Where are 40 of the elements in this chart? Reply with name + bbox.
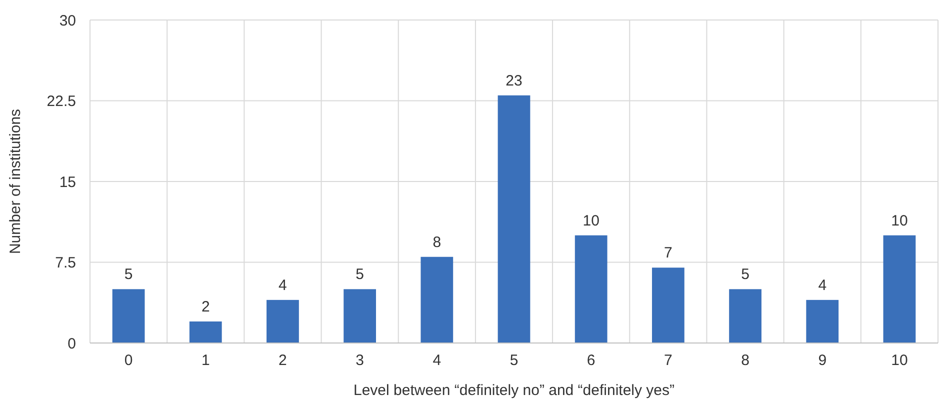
x-tick-label: 6 bbox=[586, 352, 596, 369]
data-label: 8 bbox=[432, 234, 442, 251]
x-tick-label: 2 bbox=[278, 352, 287, 369]
x-tick-label: 7 bbox=[664, 352, 672, 369]
x-tick-label: 1 bbox=[201, 352, 210, 369]
x-tick-label: 4 bbox=[432, 352, 442, 369]
y-tick-label: 22.5 bbox=[46, 93, 76, 110]
data-label: 10 bbox=[582, 212, 600, 230]
bar bbox=[112, 289, 145, 343]
y-tick-label: 7.5 bbox=[55, 254, 76, 272]
x-tick-label: 10 bbox=[891, 352, 908, 369]
y-tick-label: 15 bbox=[59, 174, 76, 191]
data-label: 5 bbox=[124, 266, 133, 284]
bar bbox=[729, 289, 762, 343]
x-tick-label: 8 bbox=[741, 352, 750, 369]
data-label: 7 bbox=[664, 244, 672, 262]
y-axis-title: Number of institutions bbox=[7, 108, 24, 254]
bar bbox=[652, 268, 684, 343]
data-label: 2 bbox=[201, 298, 210, 316]
bar bbox=[498, 95, 530, 343]
y-tick-label: 30 bbox=[59, 12, 76, 30]
bar bbox=[189, 321, 222, 343]
data-label: 23 bbox=[506, 72, 522, 90]
x-axis-title: Level between “definitely no” and “definitely yes” bbox=[353, 382, 675, 399]
x-tick-label: 9 bbox=[818, 352, 827, 369]
y-tick-label: 0 bbox=[68, 335, 76, 352]
bar bbox=[883, 235, 916, 343]
data-label: 4 bbox=[818, 276, 827, 294]
bar bbox=[806, 300, 839, 343]
data-label: 4 bbox=[278, 276, 287, 294]
x-tick-label: 0 bbox=[124, 352, 133, 369]
x-tick-label: 3 bbox=[356, 352, 364, 369]
data-label: 10 bbox=[891, 212, 908, 230]
bar bbox=[574, 235, 608, 343]
bar bbox=[344, 289, 376, 343]
x-tick-label: 5 bbox=[510, 352, 518, 369]
bar bbox=[420, 256, 454, 343]
bar bbox=[266, 300, 299, 343]
data-label: 5 bbox=[741, 266, 750, 284]
data-label: 5 bbox=[356, 266, 364, 284]
